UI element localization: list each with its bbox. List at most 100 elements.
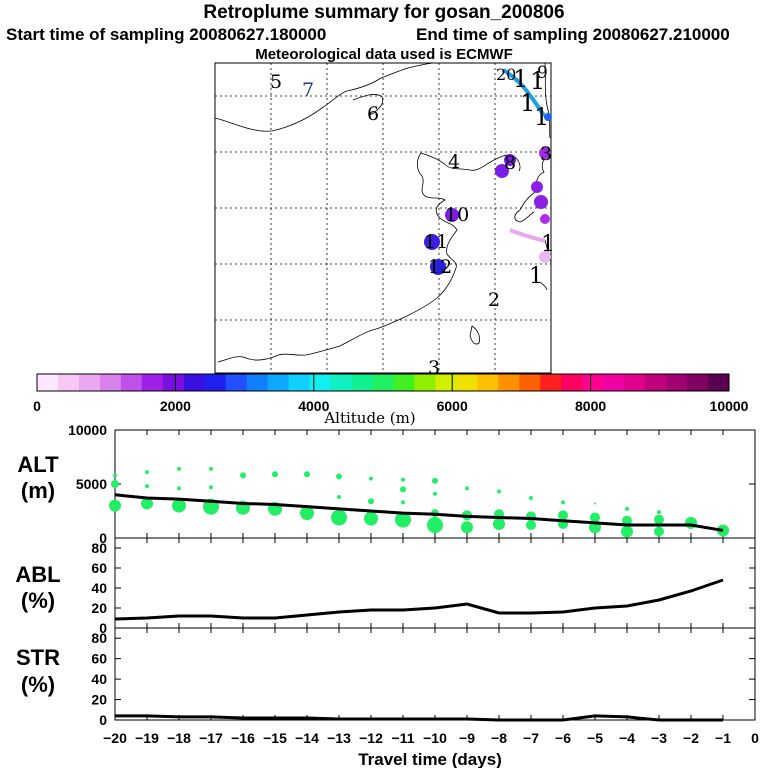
day-label: 8 <box>504 152 516 174</box>
colorbar-swatches <box>37 374 730 391</box>
x-tick-label: −9 <box>459 730 475 746</box>
plume-marker <box>432 477 438 484</box>
panel-alt: 0 5000 10000 ALT(m) <box>17 422 756 546</box>
x-tick-label: −19 <box>135 730 159 746</box>
colorbar-swatch <box>645 374 667 391</box>
plume-marker <box>657 510 661 515</box>
plume-marker <box>304 471 310 478</box>
colorbar-swatch <box>498 374 520 391</box>
y-tick-label: 5000 <box>76 476 107 492</box>
time-series-panels: 0500010000ALT(m)020406080ABL(%)020406080… <box>15 422 759 768</box>
plume-marker <box>369 476 373 481</box>
plume-marker <box>209 485 213 490</box>
plume-marker <box>625 506 629 511</box>
coastlines <box>214 62 552 363</box>
plume-marker <box>401 477 405 482</box>
colorbar-swatch <box>162 374 185 391</box>
x-tick-label: 0 <box>751 730 759 746</box>
start-time: Start time of sampling 20080627.180000 <box>6 25 327 44</box>
colorbar-swatch <box>120 374 143 391</box>
colorbar-tick-label: 4000 <box>298 398 329 414</box>
y-tick-label: 20 <box>91 600 107 616</box>
y-tick-label: 40 <box>91 671 107 687</box>
day-label: 11 <box>424 231 448 253</box>
day-label: 7 <box>302 79 314 101</box>
y-tick-label: 0 <box>99 712 107 728</box>
colorbar-frame <box>36 373 730 392</box>
x-axis-label: Travel time (days) <box>358 750 502 768</box>
colorbar-swatch <box>204 374 227 391</box>
meteo-source: Meteorological data used is ECMWF <box>255 46 513 63</box>
colorbar-swatch <box>561 374 583 391</box>
x-tick-label: −11 <box>392 730 415 746</box>
x-tick-label: −10 <box>423 730 447 746</box>
plume-marker <box>433 491 437 496</box>
colorbar-swatch <box>267 374 290 391</box>
x-tick-label: −20 <box>103 730 127 746</box>
colorbar-swatch <box>393 374 415 391</box>
plume-marker <box>561 500 565 505</box>
y-tick-label: 80 <box>91 630 107 646</box>
panel-label-unit: (m) <box>21 478 55 503</box>
retroplume-map: 5 7 6 4 20 1 9 1 1 1 8 3 10 11 1 12 1 2 … <box>214 62 555 379</box>
colorbar-swatch <box>309 374 332 391</box>
plume-marker <box>209 466 213 471</box>
series-line <box>114 578 724 621</box>
plume-marker <box>300 506 314 521</box>
colorbar-swatch <box>225 374 248 391</box>
panel-label-title: STR <box>16 645 60 670</box>
colorbar-swatch <box>141 374 164 391</box>
colorbar-swatch <box>37 374 59 391</box>
panel-label-unit: (%) <box>21 588 55 613</box>
colorbar-tick-label: 2000 <box>160 398 191 414</box>
plume-marker <box>395 511 411 528</box>
x-tick-label: −5 <box>587 730 603 746</box>
y-tick-label: 0 <box>99 620 107 636</box>
colorbar-swatch <box>624 374 646 391</box>
x-tick-label: −12 <box>359 730 383 746</box>
colorbar-swatch <box>372 374 394 391</box>
end-time: End time of sampling 20080627.210000 <box>416 25 730 44</box>
y-tick-label: 60 <box>91 651 107 667</box>
plume-marker <box>240 472 246 479</box>
plume-marker <box>594 502 596 505</box>
plume-marker <box>400 486 406 493</box>
colorbar-swatch <box>603 374 625 391</box>
plume-marker <box>113 473 117 478</box>
x-tick-label: −2 <box>683 730 699 746</box>
plume-marker <box>558 510 568 521</box>
plume-marker <box>172 498 186 513</box>
day-label: 2 <box>488 289 500 311</box>
plume-marker <box>622 515 632 526</box>
plume-marker <box>529 496 533 501</box>
day-label: 10 <box>445 204 469 226</box>
panel-frame <box>114 627 756 721</box>
colorbar-swatch <box>246 374 269 391</box>
x-tick-label: −14 <box>295 730 319 746</box>
y-tick-label: 10000 <box>68 422 107 438</box>
colorbar-label: Altitude (m) <box>323 409 415 427</box>
x-tick-label: −15 <box>263 730 287 746</box>
plume-marker <box>590 512 600 523</box>
y-tick-label: 40 <box>91 580 107 596</box>
colorbar-swatch <box>99 374 122 391</box>
y-tick-label: 20 <box>91 692 107 708</box>
plume-trajectory <box>424 68 552 275</box>
colorbar-swatch <box>540 374 562 391</box>
plume-marker <box>368 498 374 505</box>
day-label: 1 <box>534 103 549 131</box>
chart-title: Retroplume summary for gosan_200806 <box>203 2 565 23</box>
colorbar-swatch <box>708 374 730 391</box>
colorbar-tick-label: 8000 <box>575 398 606 414</box>
x-tick-label: −17 <box>199 730 223 746</box>
colorbar-swatch <box>435 374 457 391</box>
day-label: 5 <box>270 71 282 93</box>
plume-marker <box>364 511 378 526</box>
sampling-times: Start time of sampling 20080627.180000 E… <box>6 25 766 45</box>
day-label: 1 <box>530 67 545 95</box>
plume-marker <box>272 471 278 478</box>
day-label: 1 <box>529 264 543 289</box>
plume-marker <box>111 480 119 488</box>
x-tick-label: −16 <box>231 730 255 746</box>
